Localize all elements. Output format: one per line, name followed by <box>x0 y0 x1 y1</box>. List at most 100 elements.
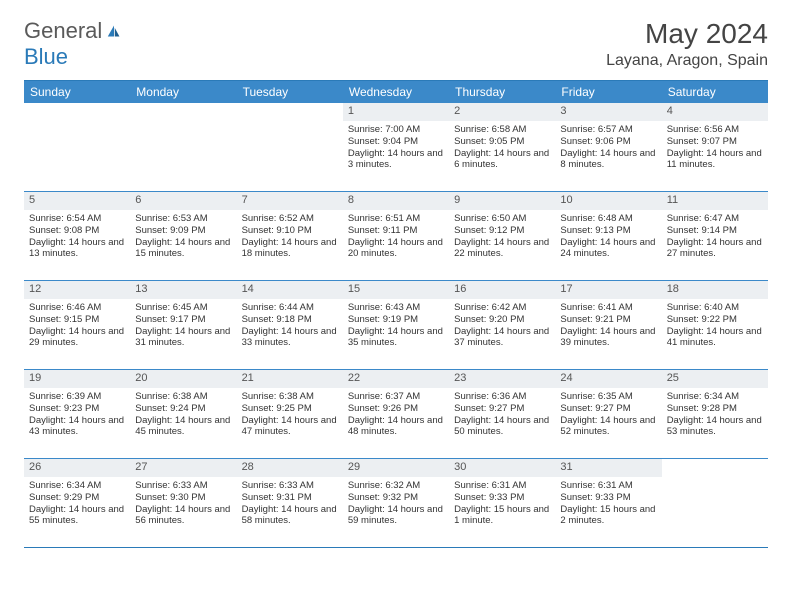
day-cell <box>237 103 343 191</box>
day-cell: 27Sunrise: 6:33 AMSunset: 9:30 PMDayligh… <box>130 459 236 547</box>
brand-part2: Blue <box>24 44 68 69</box>
week-row: 26Sunrise: 6:34 AMSunset: 9:29 PMDayligh… <box>24 458 768 547</box>
daylight-text: Daylight: 14 hours and 24 minutes. <box>560 237 656 261</box>
weekday-header-row: SundayMondayTuesdayWednesdayThursdayFrid… <box>24 81 768 103</box>
day-number: 27 <box>130 459 236 477</box>
day-cell: 6Sunrise: 6:53 AMSunset: 9:09 PMDaylight… <box>130 192 236 280</box>
sunset-text: Sunset: 9:13 PM <box>560 225 656 237</box>
sunrise-text: Sunrise: 6:57 AM <box>560 124 656 136</box>
sunset-text: Sunset: 9:11 PM <box>348 225 444 237</box>
day-number <box>662 459 768 477</box>
sunrise-text: Sunrise: 6:48 AM <box>560 213 656 225</box>
daylight-text: Daylight: 14 hours and 22 minutes. <box>454 237 550 261</box>
day-body: Sunrise: 6:31 AMSunset: 9:33 PMDaylight:… <box>555 477 661 532</box>
daylight-text: Daylight: 14 hours and 47 minutes. <box>242 415 338 439</box>
day-body: Sunrise: 6:34 AMSunset: 9:29 PMDaylight:… <box>24 477 130 532</box>
week-row: 5Sunrise: 6:54 AMSunset: 9:08 PMDaylight… <box>24 191 768 280</box>
day-cell: 21Sunrise: 6:38 AMSunset: 9:25 PMDayligh… <box>237 370 343 458</box>
day-body: Sunrise: 6:57 AMSunset: 9:06 PMDaylight:… <box>555 121 661 176</box>
sunset-text: Sunset: 9:25 PM <box>242 403 338 415</box>
day-number: 6 <box>130 192 236 210</box>
day-body: Sunrise: 6:56 AMSunset: 9:07 PMDaylight:… <box>662 121 768 176</box>
sunset-text: Sunset: 9:08 PM <box>29 225 125 237</box>
week-row: 19Sunrise: 6:39 AMSunset: 9:23 PMDayligh… <box>24 369 768 458</box>
week-row: 12Sunrise: 6:46 AMSunset: 9:15 PMDayligh… <box>24 280 768 369</box>
sunrise-text: Sunrise: 6:45 AM <box>135 302 231 314</box>
sunrise-text: Sunrise: 6:54 AM <box>29 213 125 225</box>
sunset-text: Sunset: 9:30 PM <box>135 492 231 504</box>
sunset-text: Sunset: 9:05 PM <box>454 136 550 148</box>
sunset-text: Sunset: 9:07 PM <box>667 136 763 148</box>
sunrise-text: Sunrise: 7:00 AM <box>348 124 444 136</box>
day-body: Sunrise: 6:42 AMSunset: 9:20 PMDaylight:… <box>449 299 555 354</box>
day-body: Sunrise: 6:38 AMSunset: 9:25 PMDaylight:… <box>237 388 343 443</box>
daylight-text: Daylight: 14 hours and 6 minutes. <box>454 148 550 172</box>
daylight-text: Daylight: 15 hours and 1 minute. <box>454 504 550 528</box>
sunset-text: Sunset: 9:14 PM <box>667 225 763 237</box>
sunrise-text: Sunrise: 6:58 AM <box>454 124 550 136</box>
day-body: Sunrise: 6:40 AMSunset: 9:22 PMDaylight:… <box>662 299 768 354</box>
day-number: 17 <box>555 281 661 299</box>
title-block: May 2024 Layana, Aragon, Spain <box>606 18 768 70</box>
daylight-text: Daylight: 14 hours and 18 minutes. <box>242 237 338 261</box>
sunset-text: Sunset: 9:17 PM <box>135 314 231 326</box>
day-cell: 8Sunrise: 6:51 AMSunset: 9:11 PMDaylight… <box>343 192 449 280</box>
sunrise-text: Sunrise: 6:50 AM <box>454 213 550 225</box>
day-body: Sunrise: 6:48 AMSunset: 9:13 PMDaylight:… <box>555 210 661 265</box>
day-cell: 14Sunrise: 6:44 AMSunset: 9:18 PMDayligh… <box>237 281 343 369</box>
sunset-text: Sunset: 9:27 PM <box>454 403 550 415</box>
day-body: Sunrise: 6:50 AMSunset: 9:12 PMDaylight:… <box>449 210 555 265</box>
daylight-text: Daylight: 14 hours and 55 minutes. <box>29 504 125 528</box>
day-number: 7 <box>237 192 343 210</box>
sunrise-text: Sunrise: 6:37 AM <box>348 391 444 403</box>
day-number: 11 <box>662 192 768 210</box>
day-number: 9 <box>449 192 555 210</box>
sunrise-text: Sunrise: 6:47 AM <box>667 213 763 225</box>
brand-logo: GeneralBlue <box>24 18 123 70</box>
daylight-text: Daylight: 14 hours and 11 minutes. <box>667 148 763 172</box>
weeks-container: 1Sunrise: 7:00 AMSunset: 9:04 PMDaylight… <box>24 103 768 547</box>
day-body: Sunrise: 6:41 AMSunset: 9:21 PMDaylight:… <box>555 299 661 354</box>
weekday-header: Thursday <box>449 81 555 103</box>
day-body: Sunrise: 7:00 AMSunset: 9:04 PMDaylight:… <box>343 121 449 176</box>
day-number: 16 <box>449 281 555 299</box>
day-body: Sunrise: 6:33 AMSunset: 9:31 PMDaylight:… <box>237 477 343 532</box>
day-number: 15 <box>343 281 449 299</box>
sunset-text: Sunset: 9:19 PM <box>348 314 444 326</box>
daylight-text: Daylight: 14 hours and 52 minutes. <box>560 415 656 439</box>
day-cell: 4Sunrise: 6:56 AMSunset: 9:07 PMDaylight… <box>662 103 768 191</box>
day-number: 30 <box>449 459 555 477</box>
daylight-text: Daylight: 14 hours and 27 minutes. <box>667 237 763 261</box>
sunset-text: Sunset: 9:22 PM <box>667 314 763 326</box>
day-cell <box>662 459 768 547</box>
daylight-text: Daylight: 14 hours and 29 minutes. <box>29 326 125 350</box>
brand-part1: General <box>24 18 102 43</box>
day-cell: 26Sunrise: 6:34 AMSunset: 9:29 PMDayligh… <box>24 459 130 547</box>
day-cell: 12Sunrise: 6:46 AMSunset: 9:15 PMDayligh… <box>24 281 130 369</box>
daylight-text: Daylight: 14 hours and 59 minutes. <box>348 504 444 528</box>
daylight-text: Daylight: 14 hours and 53 minutes. <box>667 415 763 439</box>
sunset-text: Sunset: 9:06 PM <box>560 136 656 148</box>
weekday-header: Monday <box>130 81 236 103</box>
day-body: Sunrise: 6:44 AMSunset: 9:18 PMDaylight:… <box>237 299 343 354</box>
daylight-text: Daylight: 14 hours and 58 minutes. <box>242 504 338 528</box>
sunrise-text: Sunrise: 6:33 AM <box>242 480 338 492</box>
sail-icon <box>105 18 123 44</box>
weekday-header: Wednesday <box>343 81 449 103</box>
day-cell <box>24 103 130 191</box>
day-cell: 2Sunrise: 6:58 AMSunset: 9:05 PMDaylight… <box>449 103 555 191</box>
sunrise-text: Sunrise: 6:34 AM <box>667 391 763 403</box>
sunrise-text: Sunrise: 6:36 AM <box>454 391 550 403</box>
calendar-grid: SundayMondayTuesdayWednesdayThursdayFrid… <box>24 80 768 548</box>
calendar-page: GeneralBlue May 2024 Layana, Aragon, Spa… <box>0 0 792 566</box>
day-cell: 29Sunrise: 6:32 AMSunset: 9:32 PMDayligh… <box>343 459 449 547</box>
sunset-text: Sunset: 9:18 PM <box>242 314 338 326</box>
day-cell: 25Sunrise: 6:34 AMSunset: 9:28 PMDayligh… <box>662 370 768 458</box>
sunset-text: Sunset: 9:23 PM <box>29 403 125 415</box>
sunset-text: Sunset: 9:32 PM <box>348 492 444 504</box>
sunset-text: Sunset: 9:27 PM <box>560 403 656 415</box>
day-cell: 30Sunrise: 6:31 AMSunset: 9:33 PMDayligh… <box>449 459 555 547</box>
daylight-text: Daylight: 14 hours and 56 minutes. <box>135 504 231 528</box>
day-cell: 1Sunrise: 7:00 AMSunset: 9:04 PMDaylight… <box>343 103 449 191</box>
day-cell: 18Sunrise: 6:40 AMSunset: 9:22 PMDayligh… <box>662 281 768 369</box>
